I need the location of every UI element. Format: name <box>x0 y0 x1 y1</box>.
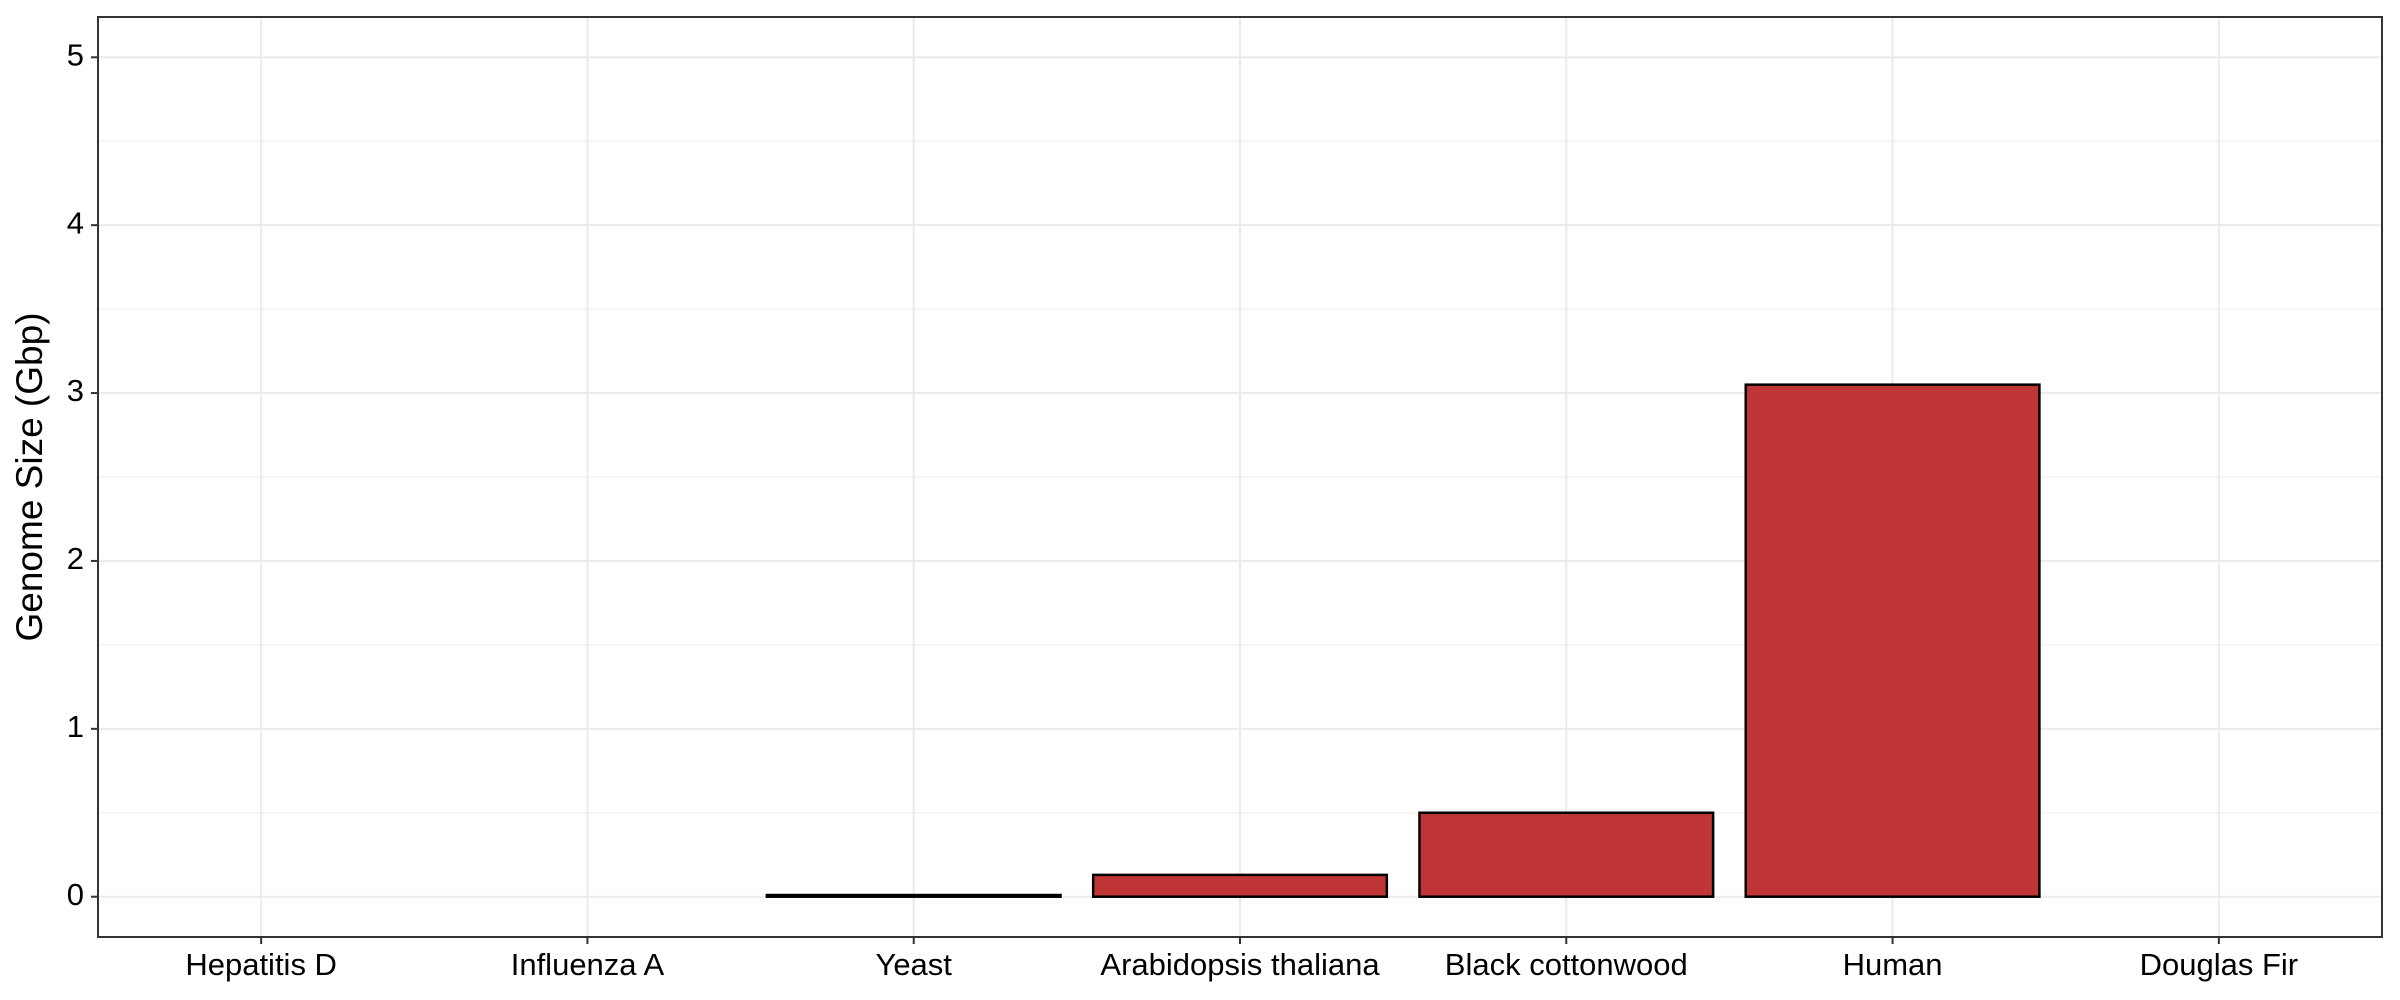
panel-border <box>97 16 2383 938</box>
y-tick-label: 5 <box>67 37 84 72</box>
x-tick-label: Human <box>1843 947 1943 982</box>
x-tick-label: Arabidopsis thaliana <box>1100 947 1380 982</box>
y-tick-label: 2 <box>67 541 84 576</box>
y-tick-label: 3 <box>67 373 84 408</box>
y-tick-label: 4 <box>67 205 84 240</box>
bar <box>1418 811 1715 898</box>
x-tick-label: Influenza A <box>511 947 665 982</box>
bar <box>765 893 1062 898</box>
bar <box>1744 383 2041 898</box>
x-tick-label: Black cottonwood <box>1445 947 1688 982</box>
y-tick-label: 1 <box>67 709 84 744</box>
bar <box>1091 873 1389 898</box>
x-tick-label: Yeast <box>875 947 952 982</box>
y-tick-label: 0 <box>67 877 84 912</box>
x-tick-label: Hepatitis D <box>185 947 337 982</box>
x-tick-label: Douglas Fir <box>2140 947 2299 982</box>
y-axis-title: Genome Size (Gbp) <box>9 312 50 641</box>
